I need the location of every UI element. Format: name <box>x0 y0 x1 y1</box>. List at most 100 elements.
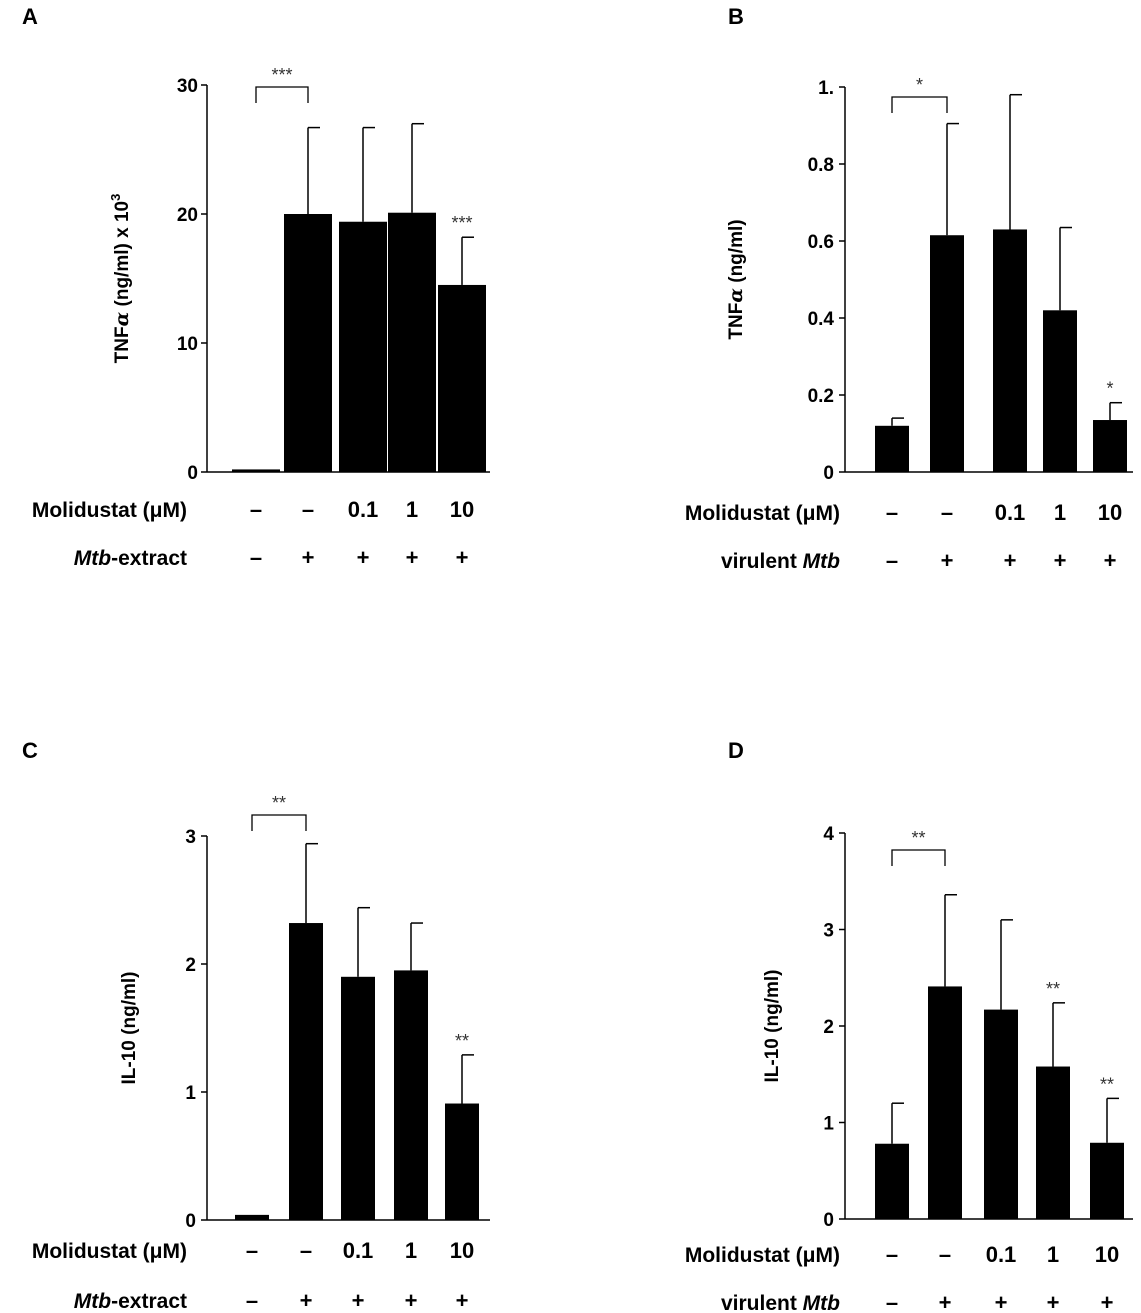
mtb-value: + <box>300 1288 313 1313</box>
significance-bracket <box>891 96 948 113</box>
bar <box>875 1143 909 1219</box>
molidustat-value: – <box>939 1242 951 1267</box>
row-label-molidustat: Molidustat (μM) <box>685 1244 840 1267</box>
y-axis-label: IL-10 (ng/ml) <box>119 972 140 1085</box>
mtb-value: – <box>250 545 262 570</box>
significance-label: * <box>1106 379 1113 399</box>
y-tick-label: 4 <box>823 824 834 845</box>
row-label-mtb: Mtb-extract <box>74 1290 187 1313</box>
y-tick-label: 3 <box>185 827 196 848</box>
panel-a: A TNFα (ng/ml) x 103 0 10 20 30 *** *** Molidust… <box>22 4 490 570</box>
molidustat-value: – <box>941 500 953 525</box>
mtb-value: + <box>995 1290 1008 1313</box>
panel-label: D <box>728 738 744 763</box>
mtb-value: – <box>886 548 898 573</box>
bar <box>928 986 962 1219</box>
molidustat-value: 1 <box>406 497 418 522</box>
y-tick-label: 1 <box>823 1114 834 1135</box>
significance-bracket <box>251 814 307 831</box>
mtb-value: + <box>1101 1290 1114 1313</box>
row-label-mtb: virulent Mtb <box>721 1292 840 1313</box>
y-tick-label: 0.8 <box>808 155 834 176</box>
y-tick-label: 1. <box>818 78 834 99</box>
bar <box>445 1103 479 1220</box>
y-axis-label: IL-10 (ng/ml) <box>762 970 783 1083</box>
significance-label: ** <box>455 1031 469 1051</box>
panel-label: C <box>22 738 38 763</box>
significance-label: *** <box>451 213 472 233</box>
bar <box>438 284 486 472</box>
y-tick-label: 2 <box>185 955 196 976</box>
y-tick-label: 2 <box>823 1017 834 1038</box>
y-axis-label: TNFα (ng/ml) <box>725 219 747 339</box>
y-axis-label: TNFα (ng/ml) x 103 <box>108 194 133 364</box>
mtb-value: + <box>1054 548 1067 573</box>
significance-label: ** <box>1046 979 1060 999</box>
significance-label: ** <box>272 793 286 813</box>
significance-label: * <box>916 75 923 95</box>
molidustat-value: 0.1 <box>343 1238 374 1263</box>
row-label-molidustat: Molidustat (μM) <box>32 1240 187 1263</box>
mtb-value: + <box>357 545 370 570</box>
row-label-molidustat: Molidustat (μM) <box>685 502 840 525</box>
molidustat-value: 0.1 <box>348 497 379 522</box>
molidustat-value: – <box>300 1238 312 1263</box>
bar <box>993 229 1027 472</box>
molidustat-value: 1 <box>1047 1242 1059 1267</box>
bar <box>289 923 323 1220</box>
molidustat-value: 0.1 <box>986 1242 1017 1267</box>
mtb-value: + <box>1104 548 1117 573</box>
molidustat-value: 10 <box>450 1238 474 1263</box>
y-tick-label: 10 <box>177 334 198 355</box>
mtb-value: + <box>1047 1290 1060 1313</box>
molidustat-value: – <box>250 497 262 522</box>
bar <box>930 235 964 472</box>
y-tick-label: 0.4 <box>808 309 835 330</box>
bar <box>875 425 909 472</box>
mtb-value: – <box>886 1290 898 1313</box>
y-tick-label: 0 <box>823 463 834 484</box>
bar <box>1090 1142 1124 1219</box>
molidustat-value: – <box>886 500 898 525</box>
panel-label: A <box>22 4 38 29</box>
significance-label: ** <box>1100 1074 1114 1094</box>
mtb-value: + <box>941 548 954 573</box>
bar <box>388 212 436 472</box>
panel-d: D IL-10 (ng/ml) 0 1 2 3 4 ** ** ** Molidustat (μM)… <box>685 738 1133 1313</box>
mtb-value: + <box>456 545 469 570</box>
bar <box>232 469 280 472</box>
y-tick-label: 0.6 <box>808 232 834 253</box>
molidustat-value: 10 <box>450 497 474 522</box>
mtb-value: + <box>352 1288 365 1313</box>
bar <box>339 221 387 472</box>
significance-label: ** <box>911 828 925 848</box>
bar <box>1036 1066 1070 1219</box>
bar <box>235 1214 269 1220</box>
mtb-value: + <box>1004 548 1017 573</box>
y-tick-label: 3 <box>823 921 834 942</box>
mtb-value: + <box>405 1288 418 1313</box>
bar <box>284 214 332 472</box>
row-label-molidustat: Molidustat (μM) <box>32 499 187 522</box>
mtb-value: – <box>246 1288 258 1313</box>
panel-label: B <box>728 4 744 29</box>
molidustat-value: 10 <box>1098 500 1122 525</box>
panel-b: B TNFα (ng/ml) 0 0.2 0.4 0.6 0.8 1. * * Molidustat… <box>685 4 1133 573</box>
bar <box>341 976 375 1220</box>
molidustat-value: 1 <box>1054 500 1066 525</box>
y-tick-label: 20 <box>177 205 198 226</box>
molidustat-value: 0.1 <box>995 500 1026 525</box>
y-tick-label: 0 <box>187 463 198 484</box>
row-label-mtb: virulent Mtb <box>721 550 840 573</box>
y-tick-label: 0 <box>185 1211 196 1232</box>
molidustat-value: – <box>886 1242 898 1267</box>
y-tick-label: 0.2 <box>808 386 834 407</box>
molidustat-value: 1 <box>405 1238 417 1263</box>
row-label-mtb: Mtb-extract <box>74 547 187 570</box>
bar <box>984 1009 1018 1219</box>
significance-label: *** <box>271 65 292 85</box>
molidustat-value: 10 <box>1095 1242 1119 1267</box>
y-tick-label: 0 <box>823 1210 834 1231</box>
significance-bracket <box>891 849 946 866</box>
mtb-value: + <box>939 1290 952 1313</box>
